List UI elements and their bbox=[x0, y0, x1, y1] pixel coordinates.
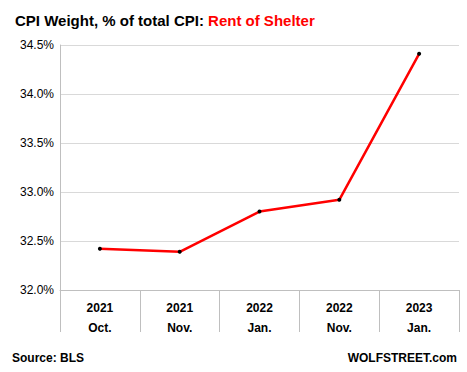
svg-text:2021: 2021 bbox=[87, 301, 114, 315]
svg-text:32.5%: 32.5% bbox=[20, 234, 54, 248]
svg-text:Source: BLS: Source: BLS bbox=[12, 351, 84, 365]
svg-text:Nov.: Nov. bbox=[327, 321, 352, 335]
svg-text:2021: 2021 bbox=[166, 301, 193, 315]
svg-text:Oct.: Oct. bbox=[88, 321, 111, 335]
svg-text:2022: 2022 bbox=[326, 301, 353, 315]
svg-text:2022: 2022 bbox=[246, 301, 273, 315]
svg-text:Rent of Shelter: Rent of Shelter bbox=[208, 12, 315, 29]
svg-text:33.5%: 33.5% bbox=[20, 136, 54, 150]
svg-text:Jan.: Jan. bbox=[247, 321, 271, 335]
svg-text:Nov.: Nov. bbox=[167, 321, 192, 335]
svg-text:32.0%: 32.0% bbox=[20, 283, 54, 297]
svg-text:Jan.: Jan. bbox=[407, 321, 431, 335]
svg-text:WOLFSTREET.com: WOLFSTREET.com bbox=[348, 351, 457, 365]
svg-text:34.5%: 34.5% bbox=[20, 38, 54, 52]
svg-text:CPI Weight, % of total CPI:: CPI Weight, % of total CPI: bbox=[15, 12, 208, 29]
svg-text:33.0%: 33.0% bbox=[20, 185, 54, 199]
svg-text:2023: 2023 bbox=[406, 301, 433, 315]
svg-text:34.0%: 34.0% bbox=[20, 87, 54, 101]
